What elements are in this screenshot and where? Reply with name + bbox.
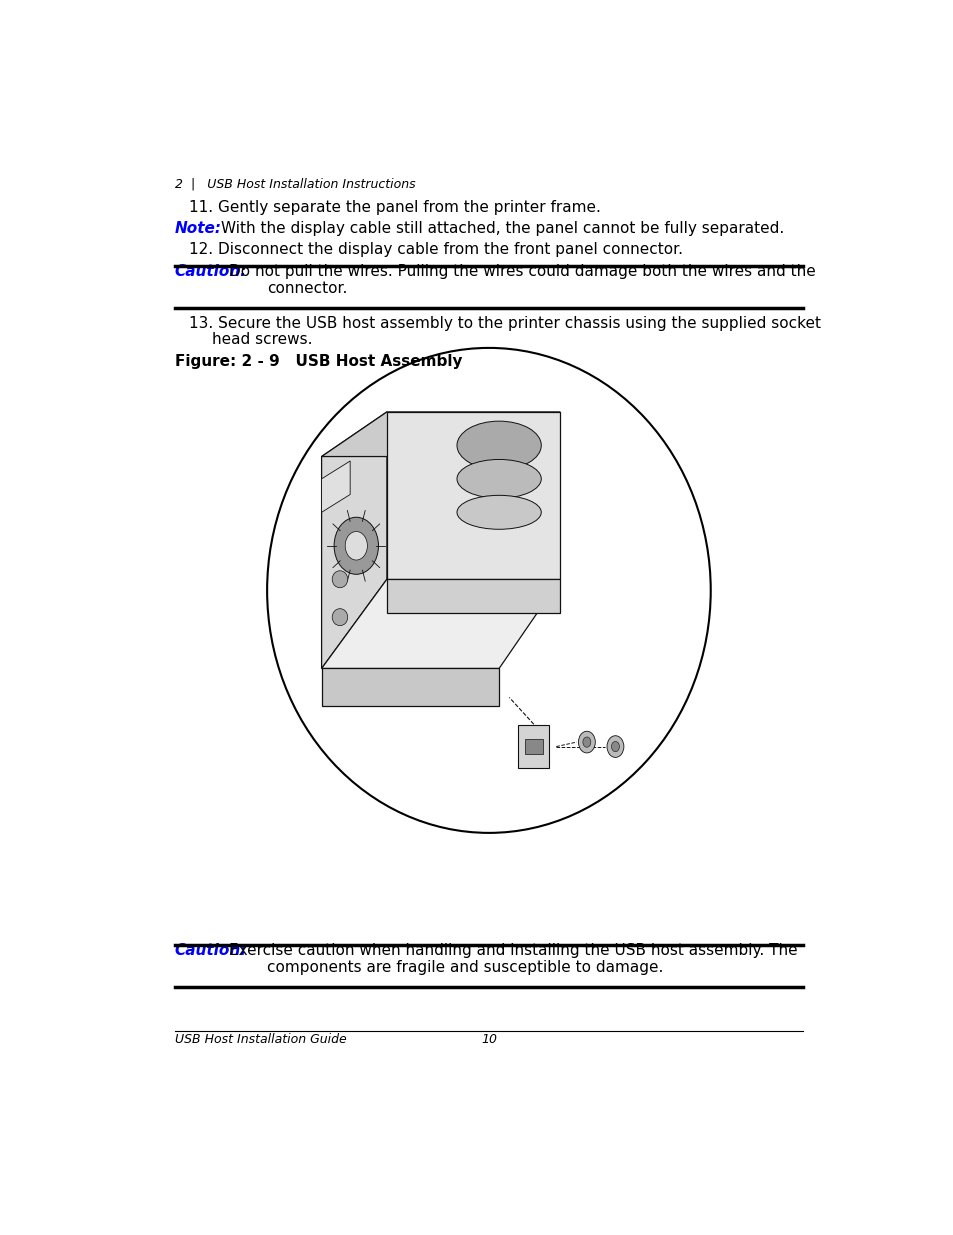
Polygon shape (387, 412, 559, 579)
Text: 12. Disconnect the display cable from the front panel connector.: 12. Disconnect the display cable from th… (190, 242, 682, 257)
Text: Figure: 2 - 9   USB Host Assembly: Figure: 2 - 9 USB Host Assembly (174, 353, 461, 369)
Text: connector.: connector. (267, 280, 347, 295)
Text: 10: 10 (480, 1032, 497, 1046)
Circle shape (345, 531, 367, 559)
Circle shape (606, 736, 623, 757)
Text: Caution:: Caution: (174, 944, 247, 958)
Text: head screws.: head screws. (212, 332, 312, 347)
Text: 11. Gently separate the panel from the printer frame.: 11. Gently separate the panel from the p… (190, 200, 600, 215)
Ellipse shape (456, 421, 540, 469)
Text: Do not pull the wires. Pulling the wires could damage both the wires and the: Do not pull the wires. Pulling the wires… (229, 264, 815, 279)
Polygon shape (321, 668, 498, 706)
Text: USB Host Installation Guide: USB Host Installation Guide (174, 1032, 346, 1046)
Polygon shape (321, 412, 387, 668)
Ellipse shape (332, 609, 347, 626)
Ellipse shape (456, 495, 540, 530)
Ellipse shape (456, 459, 540, 498)
Text: Exercise caution when handling and installing the USB host assembly. The: Exercise caution when handling and insta… (229, 944, 797, 958)
Polygon shape (321, 579, 559, 668)
Polygon shape (321, 461, 350, 513)
Circle shape (578, 731, 595, 753)
Polygon shape (387, 579, 559, 613)
Text: components are fragile and susceptible to damage.: components are fragile and susceptible t… (267, 960, 662, 974)
Circle shape (582, 737, 590, 747)
Text: With the display cable still attached, the panel cannot be fully separated.: With the display cable still attached, t… (220, 221, 783, 236)
Text: Note:: Note: (174, 221, 221, 236)
Bar (524, 740, 542, 753)
Polygon shape (321, 412, 559, 457)
Ellipse shape (332, 571, 347, 588)
Bar (517, 725, 549, 768)
Circle shape (611, 741, 618, 752)
Circle shape (334, 517, 378, 574)
Text: 13. Secure the USB host assembly to the printer chassis using the supplied socke: 13. Secure the USB host assembly to the … (190, 316, 821, 331)
Text: Caution:: Caution: (174, 264, 247, 279)
Text: 2  |   USB Host Installation Instructions: 2 | USB Host Installation Instructions (174, 177, 415, 190)
